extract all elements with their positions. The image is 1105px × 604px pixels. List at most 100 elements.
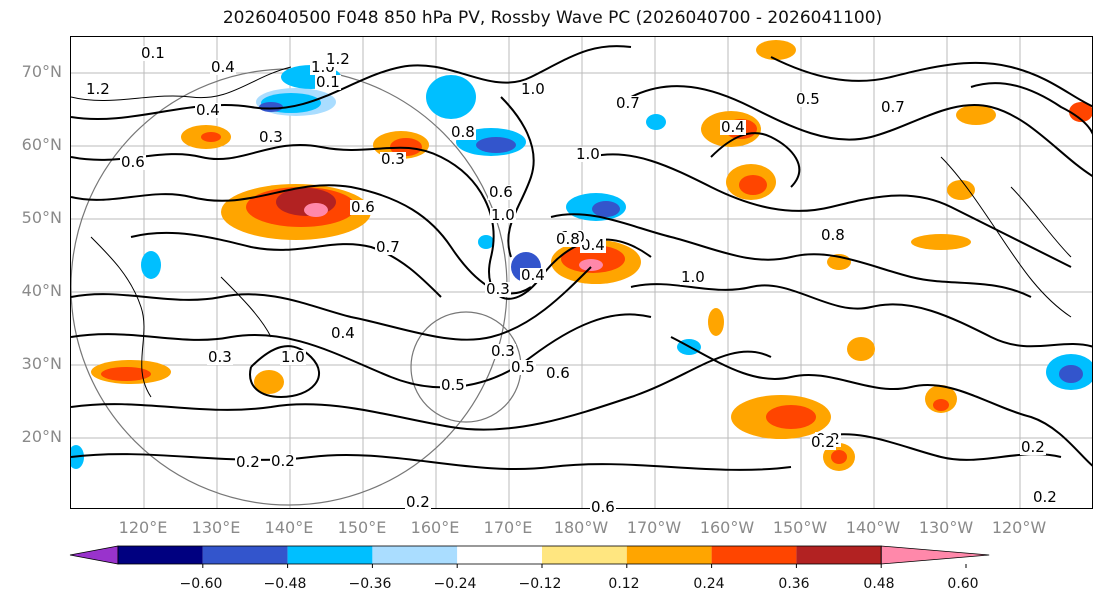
lon-label: 150°W bbox=[772, 518, 828, 537]
anomaly-blob bbox=[1059, 365, 1083, 383]
contour-label: 0.6 bbox=[350, 198, 376, 216]
contour-label: 0.4 bbox=[720, 118, 746, 136]
contour-label: 0.2 bbox=[235, 453, 261, 471]
anomaly-blob bbox=[831, 450, 847, 464]
contour-label: 0.8 bbox=[820, 226, 846, 244]
lat-label: 50°N bbox=[21, 208, 62, 227]
anomaly-blob bbox=[739, 175, 767, 195]
lat-label: 30°N bbox=[21, 354, 62, 373]
lon-label: 180°W bbox=[553, 518, 609, 537]
lat-label: 60°N bbox=[21, 135, 62, 154]
map-panel bbox=[70, 36, 1093, 509]
colorbar-arrow-right bbox=[880, 545, 990, 565]
colorbar-tick: 0.12 bbox=[608, 576, 640, 592]
contour-label: 0.7 bbox=[615, 94, 641, 112]
anomaly-blob bbox=[101, 367, 151, 381]
lon-label: 130°E bbox=[191, 518, 241, 537]
colorbar-segment bbox=[372, 546, 458, 564]
contour-label: 0.3 bbox=[380, 150, 406, 168]
anomaly-blob bbox=[254, 370, 284, 394]
colorbar-tick: −0.36 bbox=[348, 576, 392, 592]
lon-label: 170°W bbox=[626, 518, 682, 537]
contour-label: 1.2 bbox=[85, 80, 111, 98]
colorbar-tick: 0.48 bbox=[863, 576, 895, 592]
contour-label: 0.4 bbox=[195, 101, 221, 119]
contour-label: 0.2 bbox=[405, 493, 431, 511]
colorbar-tick: 0.24 bbox=[693, 576, 725, 592]
colorbar-tick: 0.36 bbox=[778, 576, 810, 592]
contour-label: 1.0 bbox=[520, 80, 546, 98]
contour-label: 0.3 bbox=[485, 280, 511, 298]
contour-label: 0.7 bbox=[880, 98, 906, 116]
anomaly-blob bbox=[708, 308, 724, 336]
contour-label: 0.4 bbox=[330, 324, 356, 342]
pv-contours bbox=[71, 45, 1092, 471]
anomaly-blob bbox=[579, 259, 603, 271]
contour-label: 0.7 bbox=[375, 238, 401, 256]
contour-label: 0.6 bbox=[590, 498, 616, 516]
colorbar-tick: −0.48 bbox=[263, 576, 307, 592]
anomaly-blob bbox=[141, 251, 161, 279]
contour-label: 0.1 bbox=[140, 44, 166, 62]
anomaly-blob bbox=[766, 405, 816, 429]
lon-label: 160°W bbox=[699, 518, 755, 537]
lat-label: 70°N bbox=[21, 62, 62, 81]
anomaly-blob bbox=[478, 235, 494, 249]
contour-label: 0.2 bbox=[810, 433, 836, 451]
anomaly-blob bbox=[476, 137, 516, 153]
contour-label: 0.5 bbox=[795, 90, 821, 108]
colorbar-segments bbox=[69, 545, 990, 568]
colorbar-tick: −0.60 bbox=[179, 576, 223, 592]
contour-label: 0.8 bbox=[555, 230, 581, 248]
lon-label: 150°E bbox=[337, 518, 387, 537]
contour-label: 0.2 bbox=[270, 452, 296, 470]
colorbar-arrow-left bbox=[69, 545, 119, 565]
colorbar-segment bbox=[457, 546, 542, 564]
contour-label: 0.6 bbox=[120, 153, 146, 171]
lon-label: 130°W bbox=[918, 518, 974, 537]
contour-label: 1.0 bbox=[280, 348, 306, 366]
lat-label: 20°N bbox=[21, 427, 62, 446]
contour-label: 0.5 bbox=[440, 376, 466, 394]
colorbar-segment bbox=[711, 546, 797, 564]
colorbar-segment bbox=[202, 546, 288, 564]
anomaly-blob bbox=[201, 132, 221, 142]
contour-label: 0.2 bbox=[1020, 438, 1046, 456]
colorbar-tick: −0.12 bbox=[518, 576, 562, 592]
contour-label: 0.6 bbox=[545, 364, 571, 382]
lon-label: 120°E bbox=[118, 518, 168, 537]
map-title: 2026040500 F048 850 hPa PV, Rossby Wave … bbox=[222, 8, 883, 28]
contour-label: 0.3 bbox=[207, 348, 233, 366]
contour-label: 0.6 bbox=[488, 183, 514, 201]
contour-label: 0.3 bbox=[258, 128, 284, 146]
contour-label: 0.4 bbox=[210, 58, 236, 76]
anomaly-blob bbox=[756, 40, 796, 60]
colorbar-segment bbox=[626, 546, 712, 564]
anomaly-blob bbox=[956, 105, 996, 125]
anomaly-blob bbox=[646, 114, 666, 130]
anomaly-blob bbox=[947, 180, 975, 200]
colorbar-segment bbox=[542, 546, 627, 564]
anomaly-blob bbox=[561, 245, 625, 273]
lon-label: 140°W bbox=[845, 518, 901, 537]
map-canvas bbox=[71, 37, 1092, 508]
anomaly-blob bbox=[933, 399, 949, 411]
anomaly-blob bbox=[259, 102, 283, 112]
contour-label: 1.0 bbox=[680, 268, 706, 286]
contour-label: 0.2 bbox=[1032, 488, 1058, 506]
anomaly-blob bbox=[1069, 102, 1092, 122]
colorbar-outline bbox=[117, 545, 882, 565]
pv-contours-thin bbox=[71, 66, 1072, 398]
anomaly-blob bbox=[847, 337, 875, 361]
colorbar-segment bbox=[796, 546, 882, 564]
anomaly-blob bbox=[911, 234, 971, 250]
pv-anomaly-shading bbox=[71, 40, 1092, 471]
lon-label: 120°W bbox=[991, 518, 1047, 537]
lon-label: 160°E bbox=[410, 518, 460, 537]
contour-label: 1.0 bbox=[575, 145, 601, 163]
anomaly-blob bbox=[426, 75, 476, 119]
contour-label: 0.4 bbox=[520, 266, 546, 284]
contour-label: 0.5 bbox=[510, 358, 536, 376]
contour-label: 1.0 bbox=[490, 206, 516, 224]
lon-label: 170°E bbox=[483, 518, 533, 537]
